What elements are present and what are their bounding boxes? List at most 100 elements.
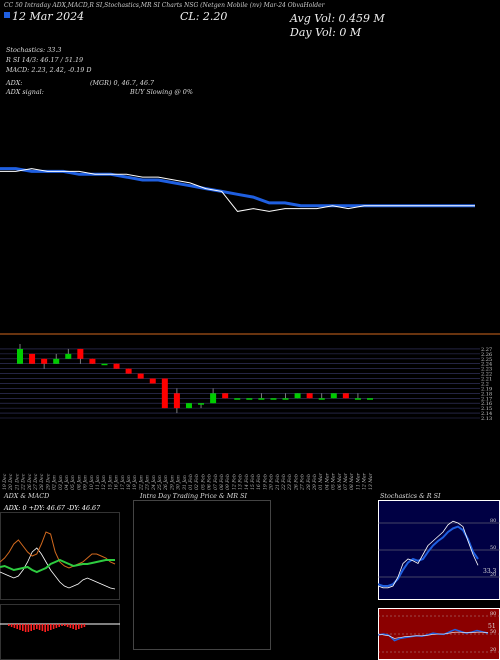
- rsi-panel: 80 50 20 51: [378, 608, 500, 660]
- date-label: 25 Jan: [157, 475, 163, 491]
- date-label: 22 Jan: [138, 475, 144, 491]
- macd-readout: MACD: 2.23, 2.42, -0.19 D: [6, 66, 92, 74]
- y-tick-label: 2.13: [481, 416, 492, 422]
- y-tick-label: 2.19: [481, 386, 492, 392]
- candle-body: [161, 378, 168, 409]
- macd-bar: [41, 624, 44, 631]
- macd-panel-border: [0, 604, 120, 660]
- date-label: 30 Jan: [176, 475, 182, 490]
- candle-body: [65, 353, 72, 359]
- adx-macd-title: ADX & MACD: [4, 492, 50, 500]
- stoch-rsi-title: Stochastics & R SI: [380, 492, 441, 500]
- date-label: 23 Feb: [287, 474, 293, 491]
- y-tick-label: 2.27: [481, 347, 492, 353]
- macd-bar: [83, 624, 86, 627]
- date-label: 12 Mar 2024: [12, 10, 85, 23]
- date-label: 02 Jan: [52, 475, 58, 490]
- adx-minus-line: [0, 547, 116, 590]
- adx-panel: [0, 512, 120, 600]
- mrsi-panel: [133, 500, 271, 650]
- date-label: 11 Jan: [95, 475, 101, 490]
- candle-body: [210, 393, 217, 404]
- stoch-tick-label: 20: [490, 572, 496, 578]
- mgr-readout: (MGR) 0, 46.7, 46.7: [90, 79, 155, 87]
- date-label: 23 Jan: [145, 475, 151, 491]
- date-label: 21 Feb: [275, 474, 281, 491]
- date-label: 20 Dec: [8, 473, 14, 491]
- macd-bar: [52, 624, 55, 629]
- date-label: 01 Feb: [188, 474, 194, 490]
- rsi-tick-label: 20: [490, 647, 496, 653]
- date-label: 13 Mar: [368, 472, 374, 490]
- date-label: 05 Feb: [200, 474, 206, 490]
- date-label: 15 Jan: [107, 475, 113, 490]
- date-label: 03 Jan: [58, 475, 64, 490]
- date-label: 11 Mar: [355, 472, 361, 490]
- macd-bar: [64, 624, 66, 626]
- adx-panel-border: [0, 512, 120, 600]
- macd-bar: [55, 624, 58, 628]
- date-label: 21 Dec: [14, 473, 20, 491]
- candle-body: [367, 398, 373, 400]
- y-tick-label: 2.22: [481, 372, 492, 378]
- date-label: 13 Feb: [238, 474, 244, 490]
- candle-body: [294, 393, 301, 399]
- macd-bar: [8, 624, 10, 626]
- macd-bar: [10, 624, 13, 627]
- stoch-tick-label: 80: [490, 518, 496, 524]
- date-label: 16 Jan: [114, 475, 120, 490]
- date-label: 26 Feb: [293, 474, 299, 491]
- candle-body: [149, 378, 156, 384]
- date-label: 27 Dec: [33, 473, 39, 491]
- close-label: CL: 2.20: [180, 10, 228, 23]
- candle-body: [354, 398, 361, 400]
- macd-bar: [44, 624, 46, 632]
- adx-readout: ADX:: [6, 79, 23, 87]
- adx-signal-readout: ADX signal:: [6, 88, 44, 96]
- candle-body: [258, 398, 265, 400]
- rsi-value-label: 51: [488, 623, 496, 630]
- date-label: 07 Mar: [343, 472, 349, 490]
- date-label: 26 Jan: [163, 475, 169, 491]
- adx-legend: ADX: 0 +DY: 46.67 -DY: 46.67: [4, 504, 101, 512]
- rsi-signal-line: [378, 631, 489, 639]
- date-label: 08 Mar: [349, 472, 355, 490]
- date-label: 10 Jan: [89, 475, 95, 490]
- candle-body: [222, 393, 229, 399]
- buy-signal-readout: BUY Slowing @ 0%: [130, 88, 193, 96]
- date-label: 04 Mar: [324, 472, 330, 490]
- y-tick-label: 2.25: [481, 357, 492, 363]
- macd-bar: [69, 624, 72, 628]
- macd-bar: [16, 624, 18, 629]
- candle-body: [17, 348, 23, 364]
- date-label: 24 Jan: [151, 475, 157, 491]
- legend-swatch: [4, 12, 10, 18]
- stochastics-readout: Stochastics: 33.3: [6, 46, 62, 54]
- date-label: 19 Jan: [132, 475, 138, 490]
- macd-bar: [58, 624, 60, 627]
- avg-vol-label: Avg Vol: 0.459 M: [290, 12, 385, 25]
- date-label: 26 Dec: [27, 473, 33, 491]
- stoch-tick-label: 50: [490, 545, 496, 551]
- candle-body: [270, 398, 277, 400]
- date-label: 28 Feb: [306, 474, 312, 491]
- y-tick-label: 2.15: [481, 406, 492, 412]
- date-label: 08 Feb: [219, 474, 225, 490]
- candle-body: [330, 393, 337, 399]
- candle-body: [173, 393, 180, 409]
- macd-bar: [38, 624, 41, 630]
- date-label: 02 Feb: [194, 474, 200, 490]
- date-label: 01 Mar: [318, 472, 324, 490]
- date-label: 12 Mar: [362, 472, 368, 490]
- candle-body: [318, 398, 325, 400]
- date-label: 31 Jan: [182, 475, 188, 490]
- date-label: 29 Jan: [169, 475, 175, 491]
- macd-bar: [22, 624, 24, 631]
- date-label: 29 Dec: [45, 473, 51, 491]
- mrsi-title: Intra Day Trading Price & MR SI: [140, 492, 247, 500]
- header-line: CC 50 Intraday ADX,MACD,R SI,Stochastics…: [4, 2, 325, 9]
- rsi-readout: R SI 14/3: 46.17 / 51.19: [6, 56, 84, 64]
- date-label: 14 Feb: [244, 474, 250, 490]
- y-tick-label: 2.2: [481, 381, 489, 387]
- candle-body: [137, 373, 144, 379]
